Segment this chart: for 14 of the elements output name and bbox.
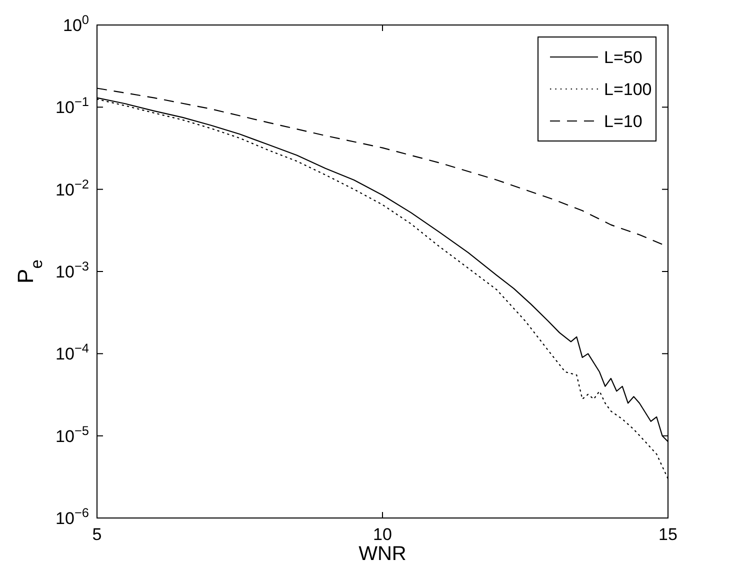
y-tick-label: 10$^{−4}$ [56,340,89,364]
x-axis-title: WNR [358,543,406,565]
x-tick-label: 5 [92,525,102,544]
x-tick-label: 10 [373,525,392,544]
y-tick-label: 10$^{−1}$ [56,94,89,118]
y-tick-label: 10$^{−5}$ [56,422,89,446]
legend-label: L=10 [604,112,642,131]
y-tick-label: 10$^{−6}$ [56,504,89,528]
legend-label: L=50 [604,48,642,67]
x-tick-label: 15 [658,525,678,544]
y-tick-label: 10$^{−3}$ [56,258,89,282]
y-tick-label: 10$^{−2}$ [56,176,89,200]
legend-label: L=100 [604,80,652,99]
y-tick-label: 10$^{0}$ [62,12,89,35]
